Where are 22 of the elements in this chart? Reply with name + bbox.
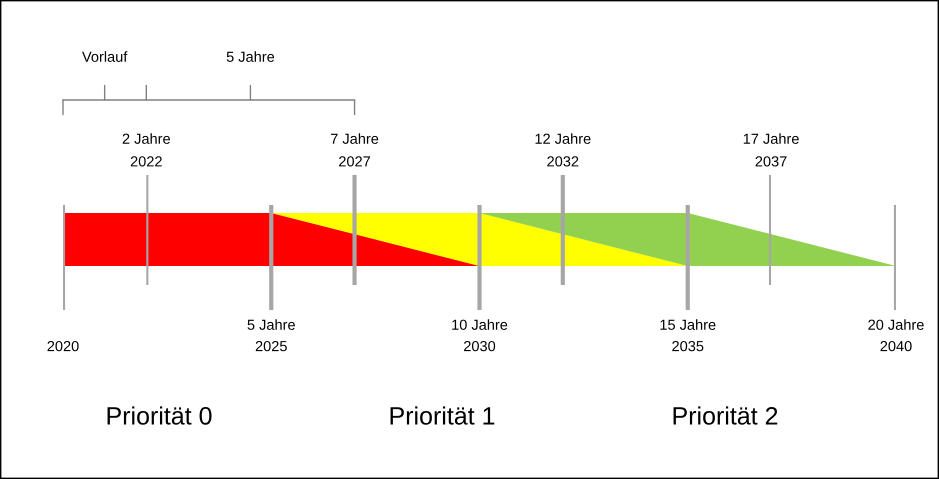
text: 2 Jahre xyxy=(122,133,170,144)
x2-tick-label: 2037 xyxy=(756,156,787,167)
x-tick-label: 2025 xyxy=(256,340,287,352)
text: Vorlauf xyxy=(82,51,128,62)
text: 10 Jahre xyxy=(452,319,508,330)
x-tick-label: 2035 xyxy=(672,340,704,352)
x2-tick-label: 2022 xyxy=(130,156,162,167)
text: 5 Jahre xyxy=(226,51,274,62)
x2-tick-label: 2032 xyxy=(547,156,578,167)
text: 12 Jahre xyxy=(536,133,591,144)
text: Priorität 1 xyxy=(390,406,494,425)
text: 15 Jahre xyxy=(660,319,716,330)
x-tick-label: 2040 xyxy=(880,340,912,352)
text: 7 Jahre xyxy=(330,133,378,144)
x-tick-label: 2020 xyxy=(48,340,79,352)
x-tick-label: 2030 xyxy=(464,340,496,352)
text: 17 Jahre xyxy=(744,133,799,144)
text: 5 Jahre xyxy=(248,319,295,330)
text: Priorität 0 xyxy=(108,406,212,425)
x2-tick-label: 2027 xyxy=(339,156,370,167)
text: 20 Jahre xyxy=(868,319,924,330)
text: Priorität 2 xyxy=(674,406,778,425)
